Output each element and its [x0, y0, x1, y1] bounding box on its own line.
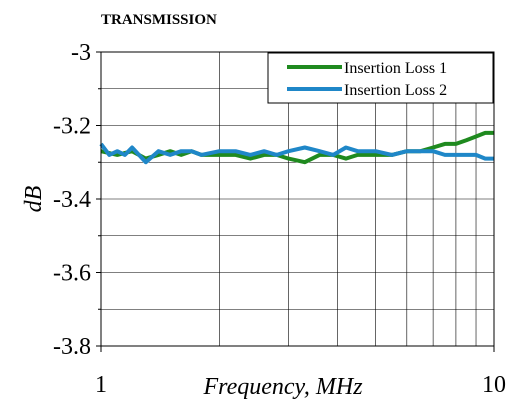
series-line-1 — [100, 130, 494, 165]
x-axis-label: Frequency, MHz — [202, 374, 363, 400]
y-tick-label: -3 — [71, 40, 91, 66]
legend: Insertion Loss 1 Insertion Loss 2 — [267, 52, 494, 104]
y-axis-label: dB — [21, 185, 47, 212]
legend-label-2: Insertion Loss 2 — [344, 82, 447, 99]
series-line-2 — [99, 142, 494, 165]
x-axis-ticks: 1 10 — [95, 346, 506, 398]
series-lines — [99, 130, 494, 165]
y-tick-label: -3.6 — [53, 261, 91, 287]
legend-box — [267, 52, 494, 104]
chart-title: TRANSMISSION — [101, 12, 217, 28]
plot-frame — [100, 51, 495, 347]
x-tick-label: 10 — [482, 372, 506, 398]
legend-label-1: Insertion Loss 1 — [344, 60, 447, 77]
y-tick-label: -3.4 — [53, 187, 91, 213]
x-tick-label: 1 — [95, 372, 107, 398]
y-tick-label: -3.2 — [53, 114, 91, 140]
y-tick-label: -3.8 — [53, 334, 91, 360]
y-axis-ticks: -3 -3.2 -3.4 -3.6 -3.8 — [53, 40, 101, 360]
